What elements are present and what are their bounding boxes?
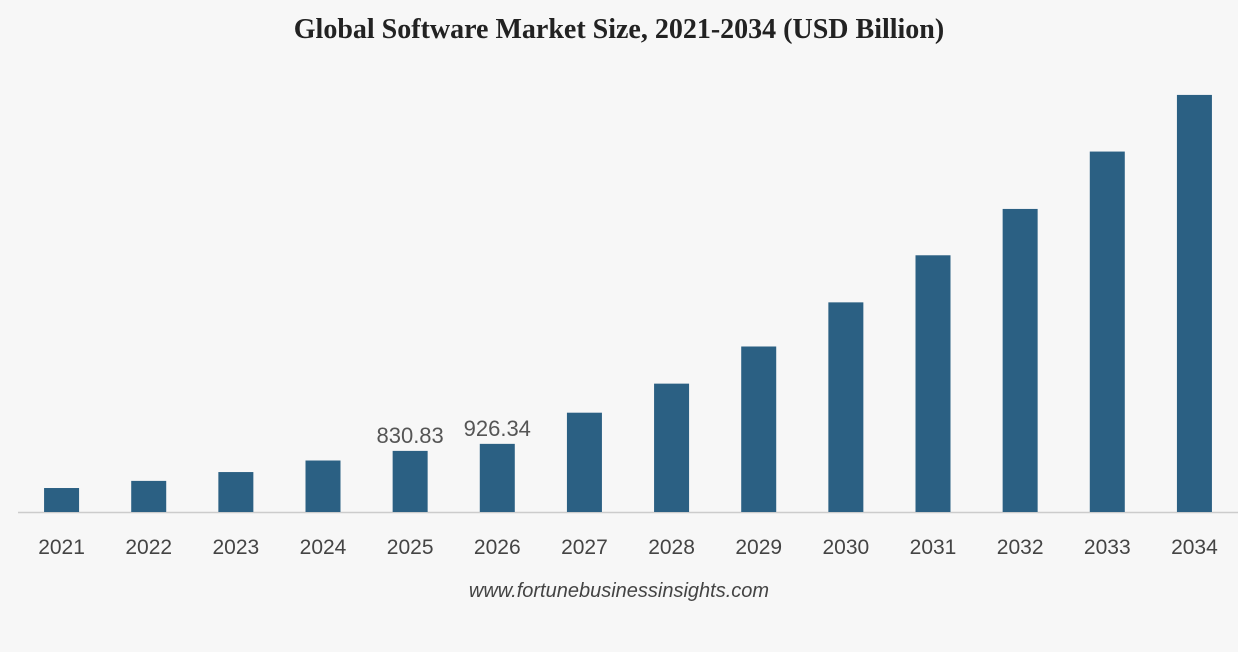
x-tick-label-2024: 2024 [300,536,347,559]
bar-2030 [828,302,864,512]
bar-2028 [654,383,690,512]
bar-2026 [479,443,515,512]
x-tick-label-2031: 2031 [910,536,957,559]
x-tick-label-2034: 2034 [1171,536,1218,559]
bar-2024 [305,460,341,512]
x-tick-label-2033: 2033 [1084,536,1131,559]
bar-2027 [566,412,602,512]
bar-2025 [392,450,428,512]
bar-2034 [1176,94,1212,513]
x-tick-label-2028: 2028 [648,536,695,559]
x-tick-label-2029: 2029 [735,536,782,559]
bar-2029 [741,346,777,512]
x-tick-label-2021: 2021 [38,536,85,559]
x-tick-label-2027: 2027 [561,536,608,559]
source-label: www.fortunebusinessinsights.com [468,580,770,602]
bar-2021 [44,488,80,512]
x-tick-label-2032: 2032 [997,536,1044,559]
bar-2032 [1002,208,1038,512]
x-tick-label-2030: 2030 [822,536,869,559]
x-tick-label-2026: 2026 [474,536,521,559]
bar-2033 [1089,151,1125,512]
bar-2023 [218,472,254,512]
bar-2031 [915,255,951,513]
x-tick-label-2025: 2025 [387,536,434,559]
chart-title: Global Software Market Size, 2021-2034 (… [293,14,945,45]
bar-2022 [131,480,167,512]
x-tick-label-2022: 2022 [125,536,172,559]
data-label-2025: 830.83 [376,423,443,448]
data-label-2026: 926.34 [464,416,531,441]
x-tick-label-2023: 2023 [212,536,259,559]
